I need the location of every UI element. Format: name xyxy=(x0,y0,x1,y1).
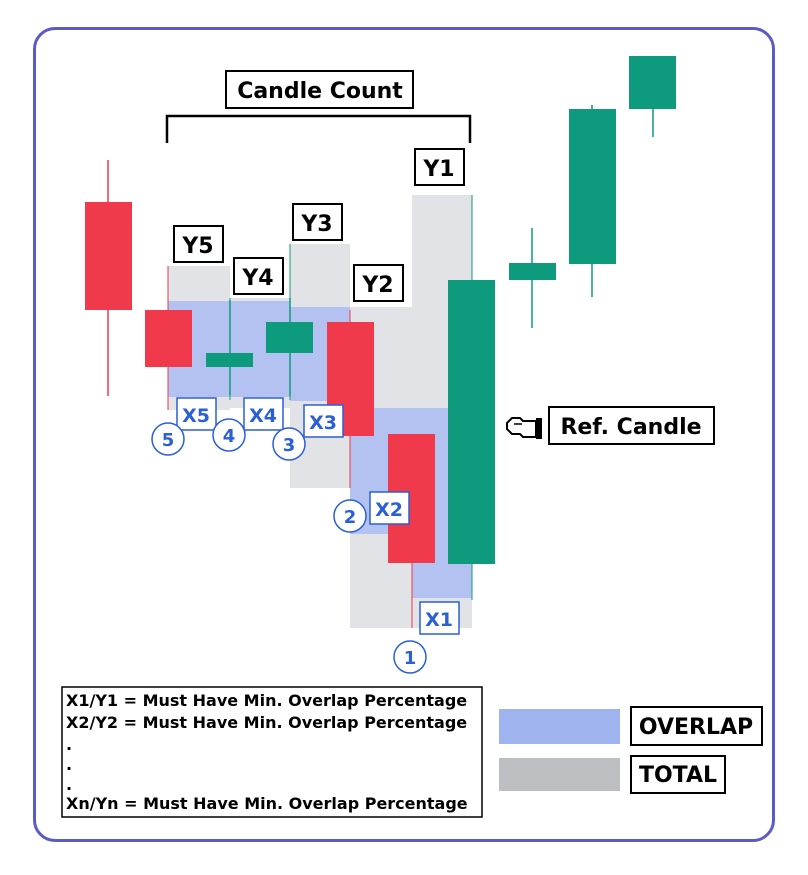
legend-overlap-label: OVERLAP xyxy=(639,715,753,740)
candle-ref xyxy=(448,280,495,564)
x4-label: X4 xyxy=(249,405,277,427)
y4-label-box xyxy=(233,257,284,295)
y1-label-box xyxy=(414,148,465,186)
y3-label-box xyxy=(292,203,343,241)
notes-box-border xyxy=(61,686,483,818)
x2-label-box xyxy=(369,491,410,525)
y2-label: Y2 xyxy=(361,273,393,298)
legend-overlap-swatch xyxy=(499,709,620,744)
candle-3-body xyxy=(206,353,253,367)
notes-line-1: X1/Y1 = Must Have Min. Overlap Percentag… xyxy=(66,691,467,710)
x4-label-box xyxy=(243,397,284,431)
diagram-frame xyxy=(33,27,775,842)
legend: OVERLAP TOTAL xyxy=(499,706,763,794)
number-3: 3 xyxy=(283,435,296,456)
ref-candle-box xyxy=(548,406,715,445)
number-circle-4 xyxy=(212,418,246,452)
candle-2 xyxy=(145,310,192,367)
legend-total-swatch xyxy=(499,758,620,791)
candle-9-body xyxy=(569,109,616,264)
candle-4 xyxy=(266,298,313,396)
x5-label: X5 xyxy=(182,405,210,427)
notes-line-4: . xyxy=(66,755,72,774)
y5-label: Y5 xyxy=(181,234,213,259)
x1-label: X1 xyxy=(425,609,453,631)
candle-4-body xyxy=(266,322,313,353)
candles xyxy=(85,56,676,564)
bracket-line xyxy=(165,114,472,143)
ref-candle-callout: Ref. Candle xyxy=(506,406,715,445)
number-5: 5 xyxy=(162,430,175,451)
number-1: 1 xyxy=(404,648,417,669)
x3-label: X3 xyxy=(309,412,337,434)
x5-label-box xyxy=(176,397,217,431)
y4-label: Y4 xyxy=(241,266,273,291)
x2-label: X2 xyxy=(375,499,403,521)
candle-8 xyxy=(509,228,556,328)
notes-line-2: X2/Y2 = Must Have Min. Overlap Percentag… xyxy=(66,713,467,732)
x-labels: X1 X2 X3 X4 X5 xyxy=(176,397,460,635)
candle-9 xyxy=(569,105,616,297)
candle-10-body xyxy=(629,56,676,109)
candle-10 xyxy=(629,56,676,137)
candle-3 xyxy=(206,300,253,395)
candle-ref-body xyxy=(448,280,495,564)
number-circles: 1 2 3 4 5 xyxy=(151,418,427,674)
y2-label-box xyxy=(353,264,404,302)
pointing-hand-icon xyxy=(506,417,542,439)
notes-line-6: Xn/Yn = Must Have Min. Overlap Percentag… xyxy=(66,794,468,813)
candle-2-body xyxy=(145,310,192,367)
number-circle-1 xyxy=(393,640,427,674)
candle-8-body xyxy=(509,263,556,280)
ref-candle-label: Ref. Candle xyxy=(560,415,701,440)
number-circle-5 xyxy=(151,422,185,456)
candle-count-title: Candle Count xyxy=(237,79,403,104)
legend-total-label: TOTAL xyxy=(639,763,717,788)
candle-1 xyxy=(85,160,132,396)
notes-line-3: . xyxy=(66,735,72,754)
number-circle-2 xyxy=(333,499,367,533)
candle-count-bracket: Candle Count xyxy=(165,70,472,143)
x1-label-box xyxy=(419,601,460,635)
candle-count-box xyxy=(225,70,414,109)
y-labels: Y1 Y2 Y3 Y4 Y5 xyxy=(173,148,465,302)
legend-overlap-box xyxy=(630,706,763,746)
candle-1-body xyxy=(85,202,132,310)
number-circle-3 xyxy=(272,427,306,461)
y3-label: Y3 xyxy=(300,212,332,237)
notes-box: X1/Y1 = Must Have Min. Overlap Percentag… xyxy=(61,686,483,818)
legend-total-box xyxy=(630,755,726,794)
number-2: 2 xyxy=(344,507,357,528)
x3-label-box xyxy=(303,404,344,438)
notes-line-5: . xyxy=(66,775,72,794)
y1-label: Y1 xyxy=(422,157,454,182)
number-4: 4 xyxy=(223,426,236,447)
y5-label-box xyxy=(173,225,224,263)
